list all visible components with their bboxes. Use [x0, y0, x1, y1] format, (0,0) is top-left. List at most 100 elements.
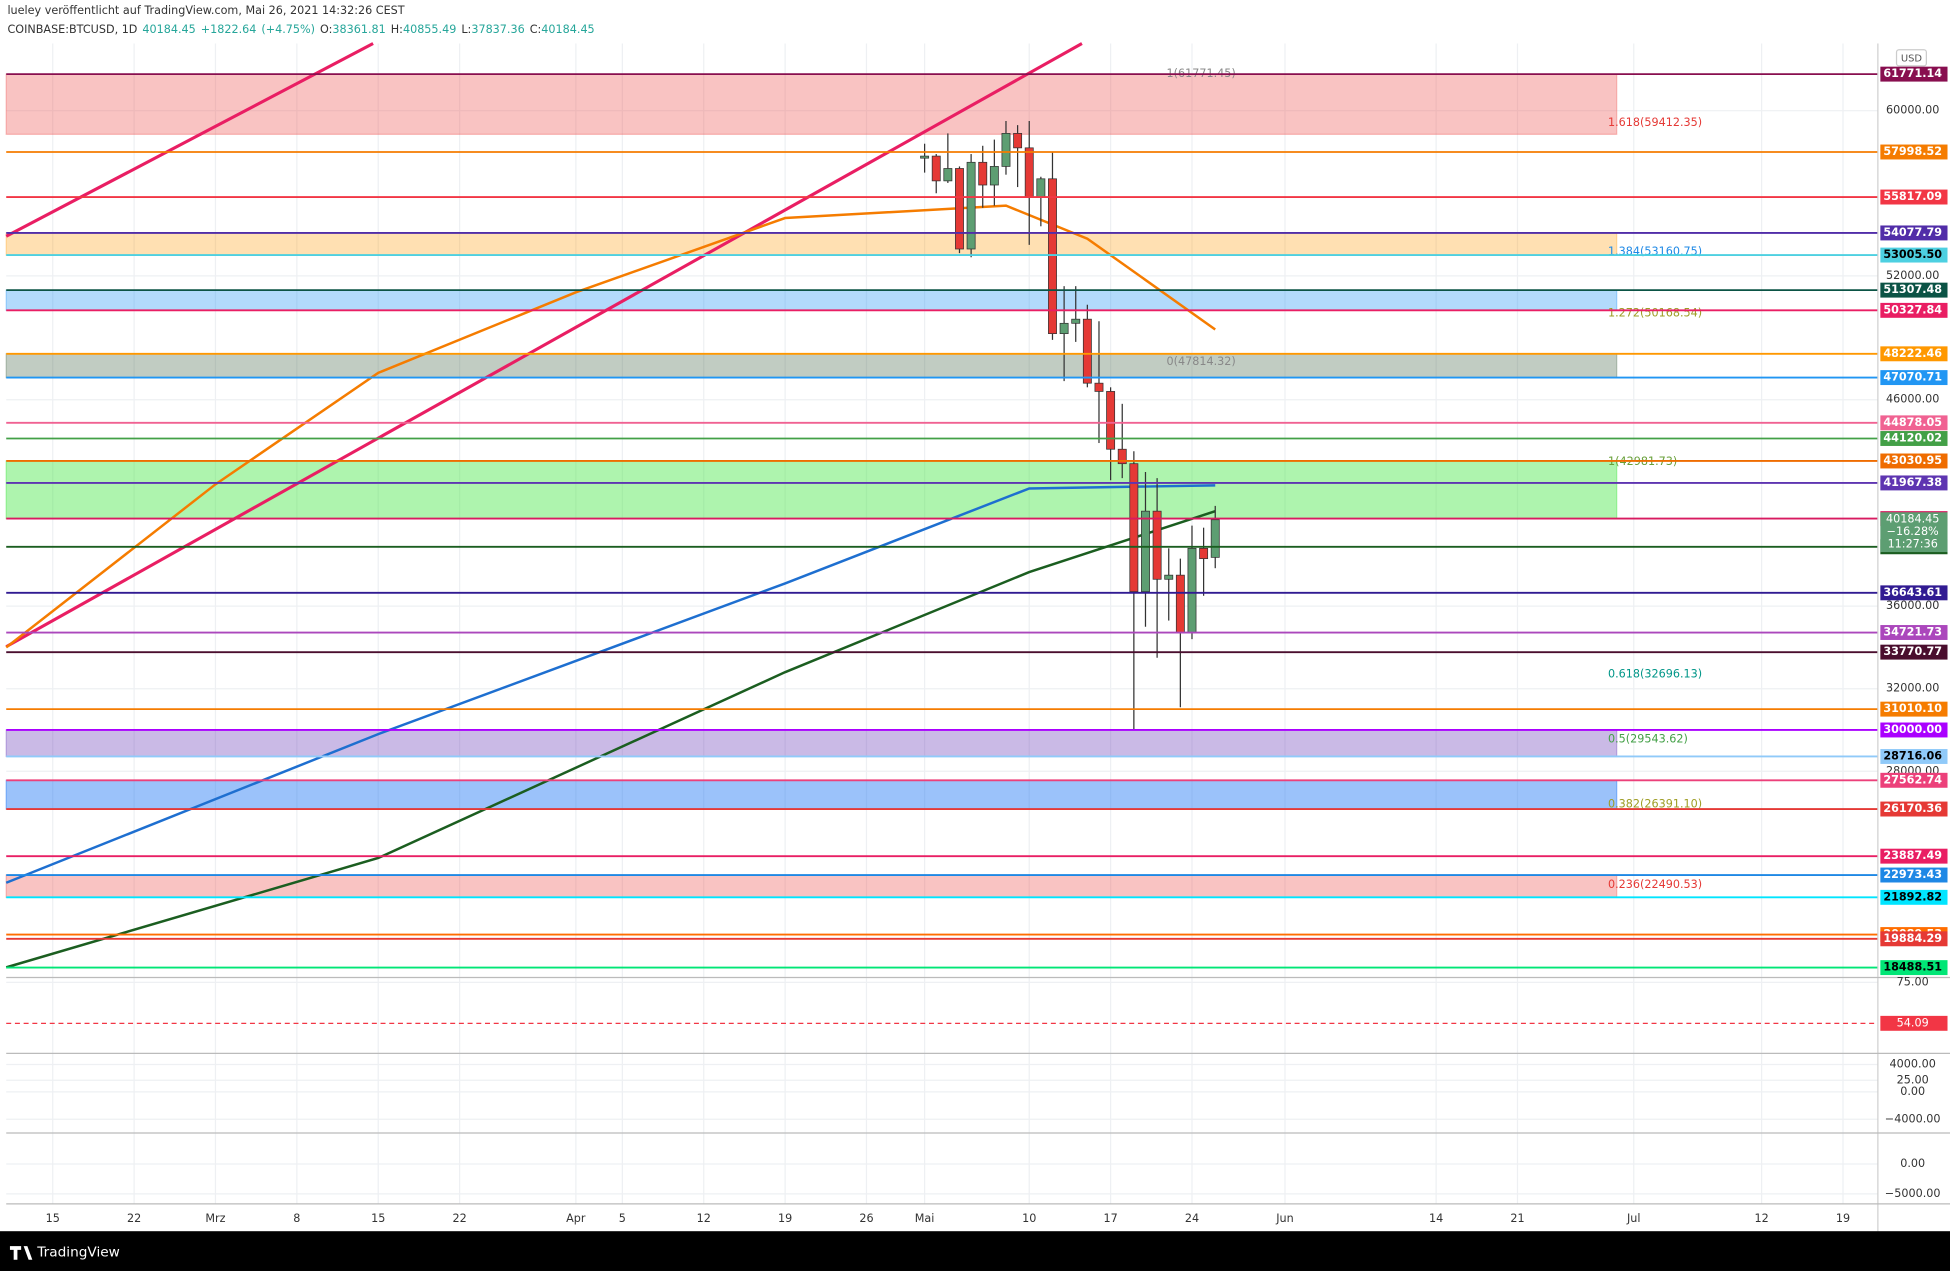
- level-label: 34721.73: [1883, 626, 1942, 639]
- x-tick-label: Jun: [1275, 1212, 1293, 1225]
- x-tick-label: Jul: [1626, 1212, 1641, 1225]
- header-field: L:: [461, 23, 471, 36]
- level-label-box: [1880, 625, 1948, 640]
- level-label-box: [1880, 225, 1948, 241]
- level-label-box: [1880, 867, 1948, 883]
- y-tick-label: 75.00: [1897, 975, 1929, 988]
- level-label: 41967.38: [1883, 476, 1942, 489]
- y-tick-label: 0.00: [1900, 1085, 1925, 1098]
- candle-body: [1001, 133, 1011, 167]
- candle-body: [978, 161, 988, 186]
- last-price: 40184.45: [1886, 513, 1939, 526]
- candle-body: [1024, 147, 1034, 198]
- fib-label: 0.236(22490.53): [1608, 878, 1702, 891]
- logo: [9, 1246, 33, 1260]
- level-label: 57998.52: [1883, 145, 1942, 158]
- x-tick-label: 12: [697, 1212, 711, 1225]
- fib-label: 0(47814.32): [1167, 355, 1236, 368]
- candle-body: [1187, 547, 1197, 634]
- header-field: (+4.75%): [261, 23, 315, 36]
- level-label-box: [1880, 644, 1948, 660]
- candle-body: [1199, 547, 1209, 560]
- last-price-box: [1880, 512, 1948, 553]
- candle-body: [1210, 519, 1220, 558]
- y-tick-label: 32000.00: [1886, 682, 1939, 695]
- level-label: 36643.61: [1883, 586, 1942, 599]
- x-tick-label: Mrz: [205, 1212, 225, 1225]
- y-tick-label: 36000.00: [1886, 599, 1939, 612]
- level-label: 44878.05: [1883, 416, 1942, 429]
- fib-label: 0.5(29543.62): [1608, 732, 1688, 745]
- level-label-box: [1880, 772, 1948, 788]
- level-label-box: [1880, 749, 1948, 764]
- level-label: 27562.74: [1883, 773, 1942, 786]
- level-label: 26170.36: [1883, 802, 1942, 815]
- header-field: H:: [391, 23, 403, 36]
- currency: USD: [1901, 53, 1923, 64]
- y-tick-label: −4000.00: [1885, 1112, 1941, 1125]
- indicator-box: [1880, 1015, 1948, 1031]
- grid-layer: [6, 43, 1878, 1204]
- level-label: 23887.49: [1883, 849, 1942, 862]
- y-tick-label: 60000.00: [1886, 104, 1939, 117]
- candle-body: [920, 155, 930, 159]
- indicator-value: 54.09: [1897, 1016, 1929, 1029]
- fib-label: 1.618(59412.35): [1608, 116, 1702, 129]
- candle-body: [1082, 318, 1092, 384]
- y-tick-label: 46000.00: [1886, 393, 1939, 406]
- brand: TradingView: [36, 1244, 120, 1260]
- candle-body: [1036, 178, 1046, 198]
- zone: [5, 729, 1618, 758]
- level-label: 28716.06: [1883, 749, 1942, 762]
- last-price-info: 11:27:36: [1888, 538, 1938, 551]
- zone-layer: 1(61771.45)1.618(59412.35)1.384(53160.75…: [5, 67, 1702, 898]
- header-field: 38361.81: [332, 23, 385, 36]
- level-label: 54077.79: [1883, 226, 1942, 239]
- fib-label: 0.382(26391.10): [1608, 797, 1702, 810]
- x-tick-label: 14: [1429, 1212, 1443, 1225]
- level-label: 31010.10: [1883, 702, 1942, 715]
- candle-body: [1106, 391, 1116, 450]
- zone: [5, 353, 1618, 379]
- zone: [5, 73, 1618, 135]
- level-label-box: [1880, 431, 1948, 446]
- candle-body: [1071, 318, 1081, 324]
- level-label: 50327.84: [1883, 303, 1942, 316]
- candle-body: [1175, 574, 1185, 634]
- y-tick-label: 4000.00: [1890, 1058, 1936, 1071]
- header-field: 40184.45: [541, 23, 594, 36]
- level-label-box: [1880, 247, 1948, 263]
- level-label-box: [1880, 66, 1948, 82]
- trend-line: [5, 42, 374, 238]
- zone: [5, 779, 1618, 810]
- x-tick-label: 8: [293, 1212, 300, 1225]
- level-label-box: [1880, 475, 1948, 491]
- level-label: 30000.00: [1883, 723, 1942, 736]
- level-label-box: [1880, 346, 1948, 362]
- level-label-box: [1880, 415, 1948, 431]
- level-label-box: [1880, 370, 1948, 386]
- zone: [5, 460, 1618, 520]
- level-label-box: [1880, 931, 1948, 947]
- candle-body: [931, 155, 941, 182]
- level-label: 43030.95: [1883, 454, 1942, 467]
- level-label-box: [1880, 585, 1948, 601]
- y-tick-label: 52000.00: [1886, 269, 1939, 282]
- level-label: 55817.09: [1883, 190, 1942, 203]
- last-price-info: −16.28%: [1887, 525, 1939, 538]
- level-label: 51307.48: [1883, 283, 1942, 296]
- axis-layer: 15 22 Mrz 8 15 22 Apr 5 12 19 26 Mai 10 17 24 Jun 14 21 Ju…: [46, 66, 1948, 1225]
- candle-body: [1141, 510, 1150, 593]
- level-label-box: [1880, 189, 1948, 205]
- level-label: 21892.82: [1883, 890, 1942, 903]
- candle-body: [1059, 322, 1069, 335]
- header-field: 40184.45: [142, 23, 195, 36]
- zone: [5, 289, 1618, 311]
- level-label: 61771.14: [1883, 67, 1942, 80]
- moving-average: [5, 484, 1216, 884]
- x-tick-label: 21: [1510, 1212, 1524, 1225]
- level-label-box: [1880, 302, 1948, 318]
- candle-body: [1117, 448, 1127, 465]
- candle-body: [1164, 574, 1174, 580]
